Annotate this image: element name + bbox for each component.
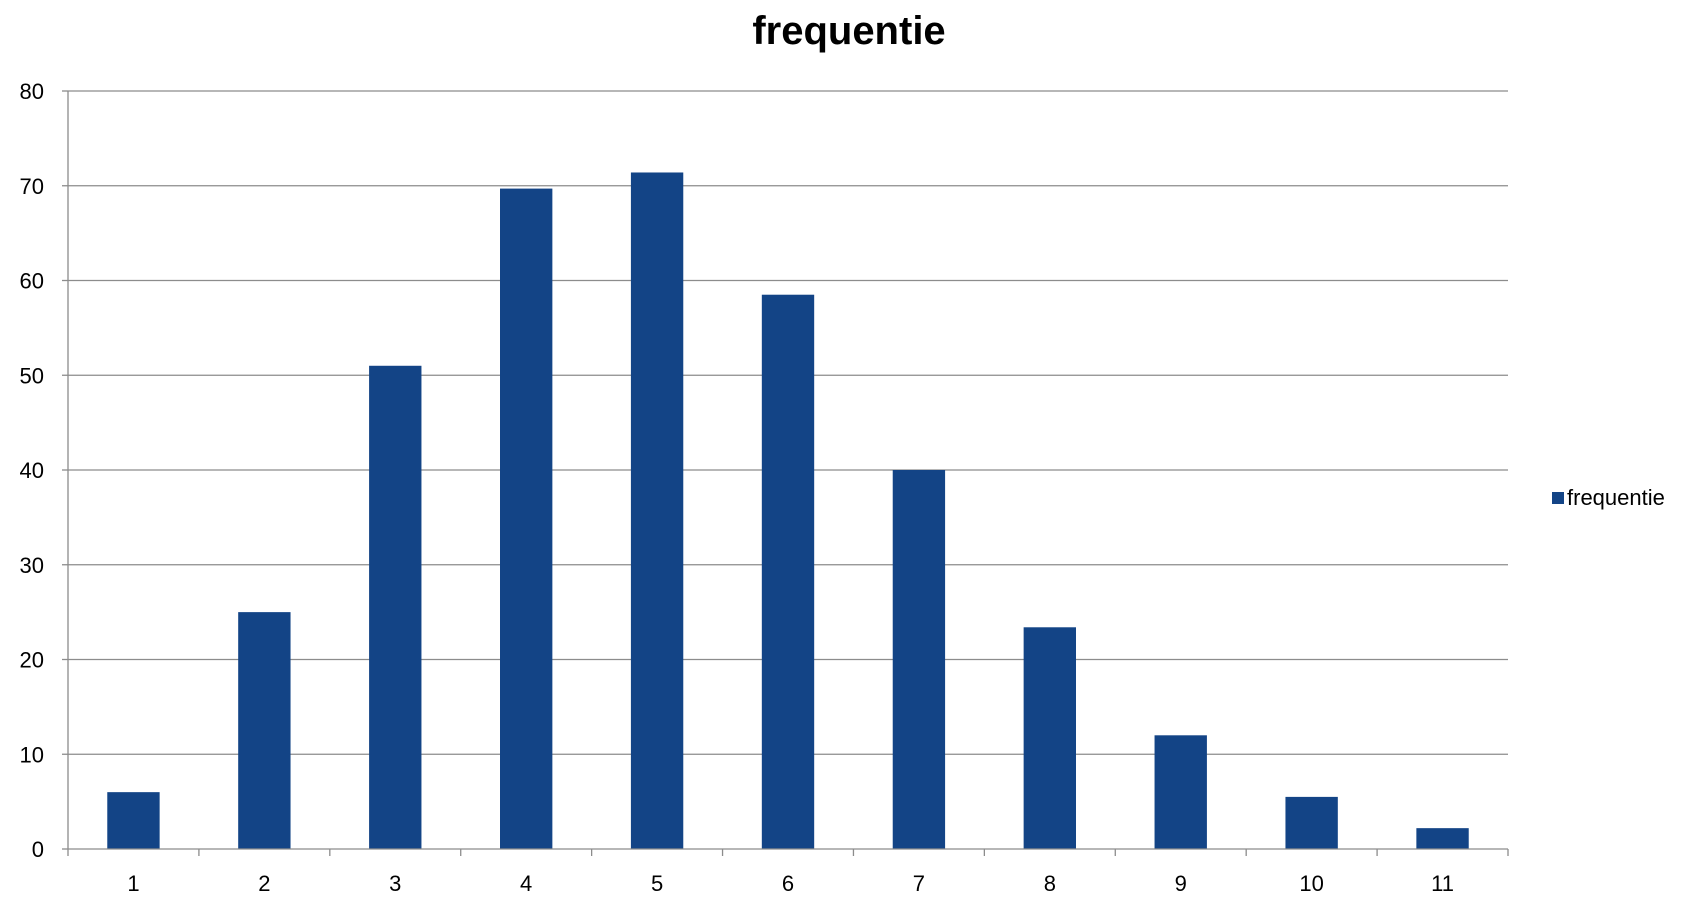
y-tick-label: 40	[20, 458, 44, 483]
bar	[1023, 627, 1076, 849]
legend-label: frequentie	[1567, 485, 1665, 510]
x-tick-label: 8	[1044, 871, 1056, 896]
x-tick-label: 11	[1431, 871, 1454, 896]
y-tick-label: 60	[20, 269, 44, 294]
y-tick-label: 30	[20, 553, 44, 578]
legend: frequentie	[1552, 485, 1665, 510]
y-tick-label: 20	[20, 648, 44, 673]
y-tick-label: 10	[20, 742, 44, 767]
bar	[238, 612, 291, 849]
x-axis-tick-labels: 1 2 3 4 5 6 7 8 9 10 11	[127, 871, 1454, 896]
x-tick-label: 10	[1299, 871, 1323, 896]
x-tick-label: 5	[651, 871, 663, 896]
bar	[500, 188, 553, 849]
chart-title: frequentie	[752, 9, 945, 53]
bar	[107, 792, 160, 849]
bar	[1285, 796, 1338, 849]
bar-series	[107, 172, 1469, 850]
x-tick-label: 9	[1175, 871, 1187, 896]
bar	[630, 172, 684, 850]
legend-swatch	[1552, 492, 1564, 504]
bar	[369, 365, 422, 849]
axes	[62, 90, 1509, 856]
bar	[892, 470, 946, 849]
x-tick-label: 6	[782, 871, 794, 896]
x-tick-label: 2	[258, 871, 270, 896]
bar	[1154, 735, 1207, 849]
y-axis-tick-labels: 0 10 20 30 40 50 60 70 80	[20, 79, 44, 862]
bar	[761, 294, 815, 849]
x-tick-label: 4	[520, 871, 532, 896]
bar	[1416, 828, 1469, 849]
y-tick-label: 70	[20, 174, 44, 199]
x-tick-label: 1	[127, 871, 139, 896]
y-tick-label: 80	[20, 79, 44, 104]
y-tick-label: 50	[20, 363, 44, 388]
x-tick-label: 7	[913, 871, 925, 896]
x-tick-label: 3	[389, 871, 401, 896]
y-tick-label: 0	[32, 837, 44, 862]
